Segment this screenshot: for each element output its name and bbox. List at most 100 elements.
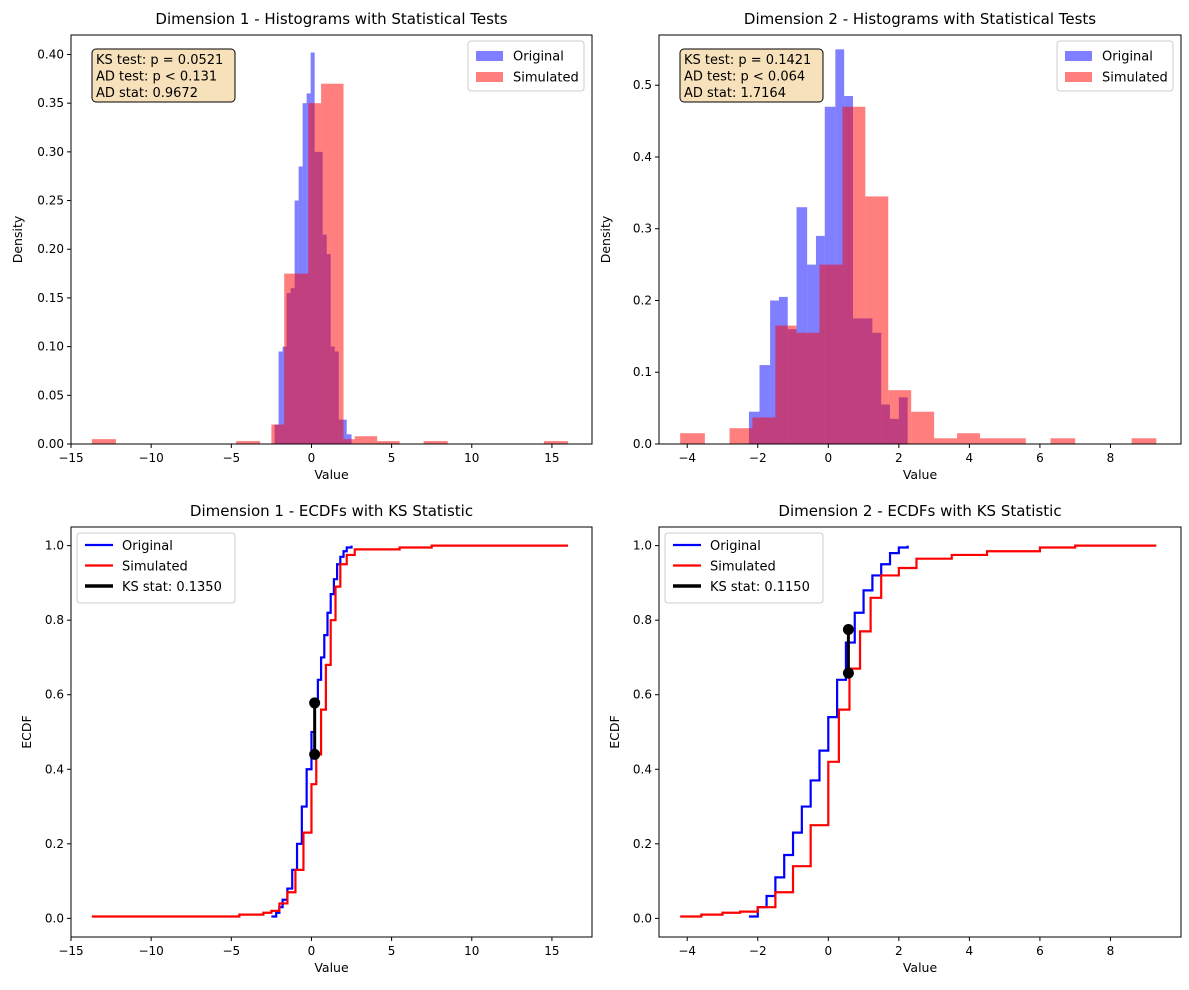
y-axis-label: ECDF	[607, 715, 622, 748]
annotation-line: AD stat: 1.7164	[684, 86, 786, 101]
axes-frame	[70, 34, 593, 445]
histogram-bar-original	[342, 419, 347, 444]
y-axis-label: Density	[10, 215, 25, 263]
y-tick-label: 0.30	[37, 145, 64, 159]
histogram-bar-original	[770, 300, 779, 444]
legend-label-simulated: Simulated	[1102, 71, 1168, 86]
y-tick-label: 0.0	[45, 911, 64, 925]
y-tick-label: 0.4	[633, 762, 652, 776]
x-tick-label: −4	[678, 944, 696, 958]
ecdf-line-simulated	[680, 544, 1157, 918]
histogram-bar-original	[835, 49, 845, 444]
histogram-bar-simulated	[729, 428, 753, 444]
x-tick-label: −2	[749, 944, 767, 958]
x-tick-label: −5	[222, 451, 240, 465]
y-tick-label: 0.20	[37, 242, 64, 256]
histogram-bar-simulated	[842, 106, 866, 444]
y-tick-label: 0.8	[633, 613, 652, 627]
legend-label-original: Original	[710, 539, 761, 554]
x-tick-label: 10	[464, 451, 479, 465]
histogram-bar-simulated	[284, 273, 309, 444]
y-tick-label: 0.2	[633, 837, 652, 851]
chart-title: Dimension 1 - Histograms with Statistica…	[155, 10, 507, 28]
legend: Original Simulated KS stat: 0.1350	[76, 532, 236, 604]
y-tick-label: 0.40	[37, 47, 64, 61]
legend-label-ks: KS stat: 0.1350	[122, 580, 222, 595]
y-tick-label: 1.0	[45, 539, 64, 553]
histogram-bar-simulated	[321, 83, 344, 444]
y-tick-label: 0.00	[37, 437, 64, 451]
x-tick-label: −15	[58, 451, 83, 465]
x-tick-label: 15	[544, 944, 559, 958]
x-tick-label: −10	[138, 944, 163, 958]
x-axis-label: Value	[314, 960, 349, 975]
plot-area	[680, 49, 1157, 444]
annotation-line: KS test: p = 0.0521	[96, 53, 223, 68]
x-tick-label: 8	[1107, 451, 1115, 465]
legend-label-simulated: Simulated	[513, 71, 579, 86]
legend-label-original: Original	[1102, 50, 1153, 65]
y-tick-label: 0.35	[37, 96, 64, 110]
x-axis-label: Value	[903, 467, 938, 482]
ks-point-low	[842, 667, 854, 679]
y-tick-label: 0.0	[633, 911, 652, 925]
x-tick-label: 5	[388, 944, 396, 958]
histogram-bar-simulated	[752, 417, 776, 444]
ecdf-line-original	[748, 545, 909, 918]
annotation-box	[91, 48, 236, 103]
stats-annotation: KS test: p = 0.0521 AD test: p < 0.131AD …	[91, 48, 236, 103]
legend-label-ks: KS stat: 0.1150	[710, 580, 810, 595]
y-tick-label: 0.05	[37, 388, 64, 402]
annotation-line: AD test: p < 0.064	[684, 70, 805, 85]
legend: Original Simulated KS stat: 0.1150	[664, 532, 824, 604]
x-tick-label: 4	[966, 451, 974, 465]
x-tick-label: −4	[678, 451, 696, 465]
y-axis-label: Density	[598, 215, 613, 263]
legend-swatch-original	[1065, 51, 1092, 61]
ks-point-high	[842, 624, 854, 635]
legend-box	[664, 532, 824, 604]
histogram-bar-simulated	[979, 438, 1005, 444]
y-tick-label: 0.8	[45, 613, 64, 627]
plot-area	[91, 52, 568, 444]
chart-panel-3: −15 −10 −5 0 5 10 15 0.0 0.2 0.4 0.6 0.8 1.0 Dimensio…	[19, 502, 593, 975]
y-tick-label: 1.0	[633, 539, 652, 553]
x-tick-label: 2	[895, 944, 903, 958]
x-tick-label: 0	[308, 944, 316, 958]
ecdf-line-simulated	[91, 544, 568, 918]
histogram-bar-simulated	[236, 441, 261, 444]
legend-swatch-original	[476, 51, 503, 61]
y-tick-label: 0.10	[37, 340, 64, 354]
y-axis-label: ECDF	[19, 715, 34, 748]
histogram-bar-simulated	[91, 439, 116, 444]
histogram-bar-simulated	[775, 325, 797, 444]
y-tick-label: 0.2	[633, 293, 652, 307]
histogram-bar-simulated	[343, 439, 355, 444]
x-tick-label: 15	[544, 451, 559, 465]
x-tick-label: −5	[222, 944, 240, 958]
axes-frame	[658, 34, 1182, 445]
chart-panel-1: −15 −10 −5 0 5 10 15 0.00 0.05 0.10 0.15 0.20 0.25 0.…	[10, 10, 593, 482]
histogram-bar-simulated	[308, 103, 322, 444]
x-tick-label: 6	[1036, 944, 1044, 958]
x-tick-label: 0	[308, 451, 316, 465]
x-tick-label: 4	[966, 944, 974, 958]
legend-box	[76, 532, 236, 604]
y-tick-label: 0.25	[37, 194, 64, 208]
x-tick-label: 6	[1036, 451, 1044, 465]
histogram-bar-simulated	[819, 264, 843, 444]
histogram-bar-simulated	[865, 196, 889, 444]
x-tick-label: 8	[1107, 944, 1115, 958]
histogram-bar-simulated	[1131, 438, 1157, 444]
histogram-bar-simulated	[888, 390, 912, 444]
chart-panel-2: −4 −2 0 2 4 6 8 0.0 0.1 0.2 0.3 0.4 0.5 Dimension 2 -…	[598, 10, 1182, 482]
annotation-line: KS test: p = 0.1421	[684, 53, 811, 68]
histogram-bar-simulated	[1004, 438, 1026, 444]
chart-title: Dimension 2 - Histograms with Statistica…	[744, 10, 1096, 28]
ks-point-low	[309, 748, 321, 760]
x-tick-label: 0	[824, 451, 832, 465]
histogram-bar-original	[759, 365, 771, 444]
y-tick-label: 0.4	[45, 762, 64, 776]
y-tick-label: 0.6	[633, 688, 652, 702]
plot-area	[680, 544, 1157, 918]
